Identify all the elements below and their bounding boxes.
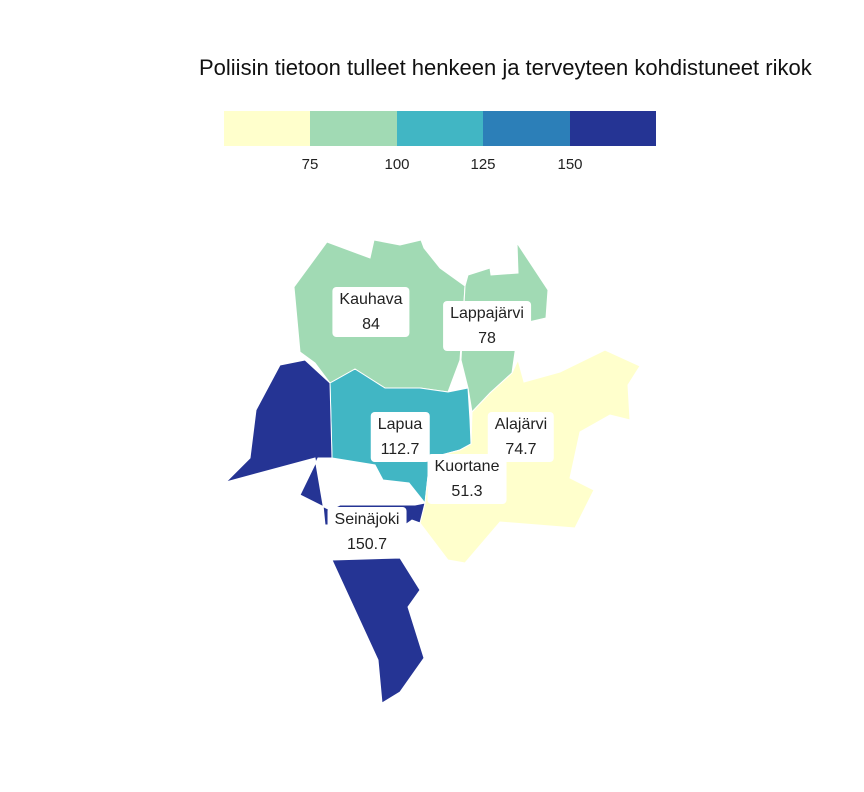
label-lapua-value: 112.7 — [380, 441, 420, 458]
label-seinajoki-name: Seinäjoki — [334, 511, 400, 528]
label-kuortane: Kuortane 51.3 — [427, 454, 507, 504]
label-kauhava: Kauhava 84 — [332, 287, 410, 337]
legend-tick-125: 125 — [470, 156, 496, 173]
label-alajarvi-value: 74.7 — [505, 441, 537, 458]
legend-tick-150: 150 — [557, 156, 583, 173]
legend-swatch-2 — [310, 111, 397, 146]
legend-swatch-5 — [569, 111, 657, 146]
legend-swatch-3 — [396, 111, 484, 146]
legend-swatch-1 — [224, 111, 311, 146]
label-lapua-name: Lapua — [377, 416, 423, 433]
label-lappajarvi-name: Lappajärvi — [450, 305, 524, 322]
legend-tick-75: 75 — [301, 156, 319, 173]
legend-swatch-4 — [483, 111, 570, 146]
label-seinajoki: Seinäjoki 150.7 — [327, 507, 407, 557]
label-kuortane-value: 51.3 — [451, 483, 483, 500]
label-alajarvi: Alajärvi 74.7 — [487, 412, 555, 462]
label-kuortane-name: Kuortane — [434, 458, 500, 475]
label-alajarvi-name: Alajärvi — [494, 416, 548, 433]
legend-tick-100: 100 — [384, 156, 410, 173]
label-lappajarvi: Lappajärvi 78 — [443, 301, 531, 351]
label-kauhava-name: Kauhava — [339, 291, 403, 308]
label-lapua: Lapua 112.7 — [370, 412, 430, 462]
label-kauhava-value: 84 — [362, 316, 380, 333]
region-seinajoki-south[interactable] — [331, 557, 425, 704]
color-legend — [224, 111, 657, 146]
map-title: Poliisin tietoon tulleet henkeen ja terv… — [199, 55, 812, 80]
label-lappajarvi-value: 78 — [478, 330, 496, 347]
label-seinajoki-value: 150.7 — [346, 536, 388, 553]
